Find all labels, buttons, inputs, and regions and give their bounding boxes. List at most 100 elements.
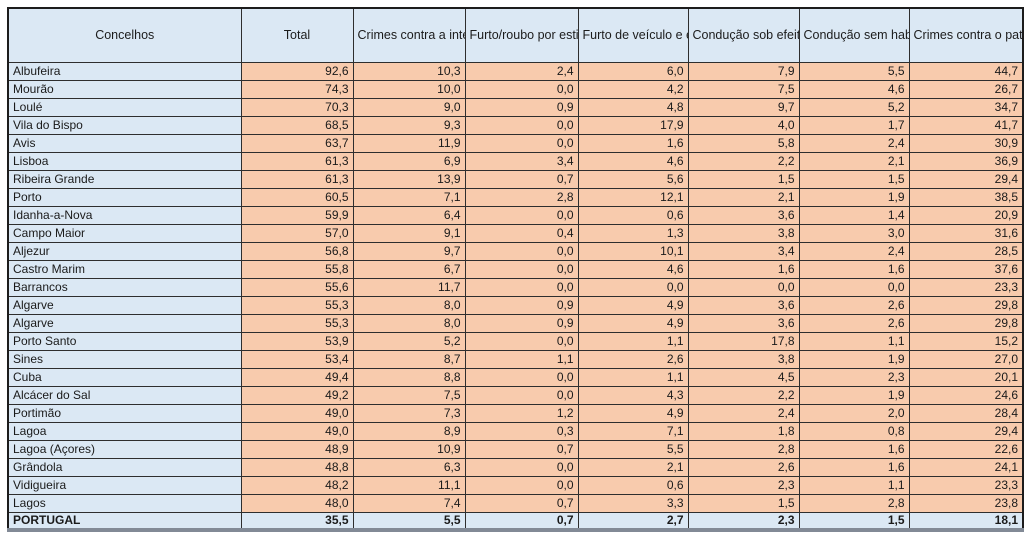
value-cell[interactable]: 49,2 xyxy=(240,385,354,405)
value-cell[interactable]: 1,5 xyxy=(798,169,910,189)
value-cell[interactable]: 2,6 xyxy=(577,349,689,369)
concelho-cell[interactable]: Portimão xyxy=(7,403,242,423)
value-cell[interactable]: 2,2 xyxy=(687,151,800,171)
concelho-cell[interactable]: Mourão xyxy=(7,79,242,99)
value-cell[interactable]: 1,9 xyxy=(798,349,910,369)
value-cell[interactable]: 24,6 xyxy=(908,385,1024,405)
value-cell[interactable]: 17,8 xyxy=(687,331,800,351)
value-cell[interactable]: 13,9 xyxy=(352,169,466,189)
value-cell[interactable]: 2,6 xyxy=(798,313,910,333)
value-cell[interactable]: 23,3 xyxy=(908,475,1024,495)
value-cell[interactable]: 29,8 xyxy=(908,295,1024,315)
value-cell[interactable]: 0,7 xyxy=(464,169,579,189)
value-cell[interactable]: 0,0 xyxy=(464,367,579,387)
value-cell[interactable]: 49,4 xyxy=(240,367,354,387)
concelho-cell[interactable]: Lisboa xyxy=(7,151,242,171)
value-cell[interactable]: 0,6 xyxy=(577,475,689,495)
value-cell[interactable]: 53,4 xyxy=(240,349,354,369)
value-cell[interactable]: 1,9 xyxy=(798,187,910,207)
value-cell[interactable]: 1,1 xyxy=(577,331,689,351)
value-cell[interactable]: 8,8 xyxy=(352,367,466,387)
value-cell[interactable]: 7,1 xyxy=(577,421,689,441)
value-cell[interactable]: 10,9 xyxy=(352,439,466,459)
value-cell[interactable]: 0,0 xyxy=(464,241,579,261)
value-cell[interactable]: 24,1 xyxy=(908,457,1024,477)
value-cell[interactable]: 23,8 xyxy=(908,493,1024,513)
value-cell[interactable]: 0,9 xyxy=(464,295,579,315)
concelho-cell[interactable]: Algarve xyxy=(7,295,242,315)
value-cell[interactable]: 3,0 xyxy=(798,223,910,243)
value-cell[interactable]: 5,8 xyxy=(687,133,800,153)
concelho-cell[interactable]: Ribeira Grande xyxy=(7,169,242,189)
value-cell[interactable]: 1,1 xyxy=(798,331,910,351)
value-cell[interactable]: 1,5 xyxy=(687,493,800,513)
value-cell[interactable]: 49,0 xyxy=(240,421,354,441)
concelho-cell[interactable]: Grândola xyxy=(7,457,242,477)
value-cell[interactable]: 8,0 xyxy=(352,313,466,333)
value-cell[interactable]: 9,7 xyxy=(687,97,800,117)
value-cell[interactable]: 23,3 xyxy=(908,277,1024,297)
column-header-conducao-sem-habilitacao[interactable]: Condução sem habilitação legal xyxy=(798,7,910,63)
value-cell[interactable]: 6,7 xyxy=(352,259,466,279)
value-cell[interactable]: 0,9 xyxy=(464,313,579,333)
value-cell[interactable]: 0,0 xyxy=(464,205,579,225)
value-cell[interactable]: 1,5 xyxy=(687,169,800,189)
value-cell[interactable]: 55,8 xyxy=(240,259,354,279)
value-cell[interactable]: 0,0 xyxy=(464,475,579,495)
value-cell[interactable]: 0,7 xyxy=(464,511,579,531)
value-cell[interactable]: 3,4 xyxy=(464,151,579,171)
value-cell[interactable]: 4,6 xyxy=(798,79,910,99)
value-cell[interactable]: 1,7 xyxy=(798,115,910,135)
value-cell[interactable]: 1,1 xyxy=(577,367,689,387)
value-cell[interactable]: 7,4 xyxy=(352,493,466,513)
value-cell[interactable]: 41,7 xyxy=(908,115,1024,135)
value-cell[interactable]: 70,3 xyxy=(240,97,354,117)
value-cell[interactable]: 61,3 xyxy=(240,151,354,171)
concelho-cell[interactable]: Idanha-a-Nova xyxy=(7,205,242,225)
value-cell[interactable]: 1,5 xyxy=(798,511,910,531)
concelho-cell[interactable]: Lagos xyxy=(7,493,242,513)
value-cell[interactable]: 6,3 xyxy=(352,457,466,477)
value-cell[interactable]: 5,2 xyxy=(352,331,466,351)
value-cell[interactable]: 53,9 xyxy=(240,331,354,351)
concelho-cell[interactable]: Porto xyxy=(7,187,242,207)
value-cell[interactable]: 2,6 xyxy=(798,295,910,315)
value-cell[interactable]: 2,4 xyxy=(798,133,910,153)
value-cell[interactable]: 22,6 xyxy=(908,439,1024,459)
concelho-cell[interactable]: Alcácer do Sal xyxy=(7,385,242,405)
value-cell[interactable]: 36,9 xyxy=(908,151,1024,171)
value-cell[interactable]: 2,1 xyxy=(798,151,910,171)
value-cell[interactable]: 0,0 xyxy=(464,259,579,279)
value-cell[interactable]: 0,0 xyxy=(464,457,579,477)
value-cell[interactable]: 27,0 xyxy=(908,349,1024,369)
value-cell[interactable]: 0,0 xyxy=(577,277,689,297)
value-cell[interactable]: 0,0 xyxy=(464,331,579,351)
concelho-cell[interactable]: Algarve xyxy=(7,313,242,333)
value-cell[interactable]: 1,6 xyxy=(577,133,689,153)
value-cell[interactable]: 1,3 xyxy=(577,223,689,243)
value-cell[interactable]: 1,6 xyxy=(798,259,910,279)
value-cell[interactable]: 35,5 xyxy=(240,511,354,531)
value-cell[interactable]: 0,0 xyxy=(687,277,800,297)
value-cell[interactable]: 11,1 xyxy=(352,475,466,495)
value-cell[interactable]: 4,9 xyxy=(577,313,689,333)
value-cell[interactable]: 0,4 xyxy=(464,223,579,243)
concelho-cell[interactable]: Avis xyxy=(7,133,242,153)
value-cell[interactable]: 0,3 xyxy=(464,421,579,441)
concelho-cell[interactable]: Porto Santo xyxy=(7,331,242,351)
concelho-cell[interactable]: Aljezur xyxy=(7,241,242,261)
total-row-label[interactable]: PORTUGAL xyxy=(7,511,242,531)
value-cell[interactable]: 30,9 xyxy=(908,133,1024,153)
value-cell[interactable]: 37,6 xyxy=(908,259,1024,279)
concelho-cell[interactable]: Vidigueira xyxy=(7,475,242,495)
value-cell[interactable]: 28,5 xyxy=(908,241,1024,261)
value-cell[interactable]: 10,0 xyxy=(352,79,466,99)
value-cell[interactable]: 2,4 xyxy=(687,403,800,423)
value-cell[interactable]: 20,9 xyxy=(908,205,1024,225)
value-cell[interactable]: 55,6 xyxy=(240,277,354,297)
column-header-total[interactable]: Total xyxy=(240,7,354,63)
value-cell[interactable]: 29,4 xyxy=(908,169,1024,189)
concelho-cell[interactable]: Castro Marim xyxy=(7,259,242,279)
value-cell[interactable]: 2,3 xyxy=(687,511,800,531)
concelho-cell[interactable]: Cuba xyxy=(7,367,242,387)
